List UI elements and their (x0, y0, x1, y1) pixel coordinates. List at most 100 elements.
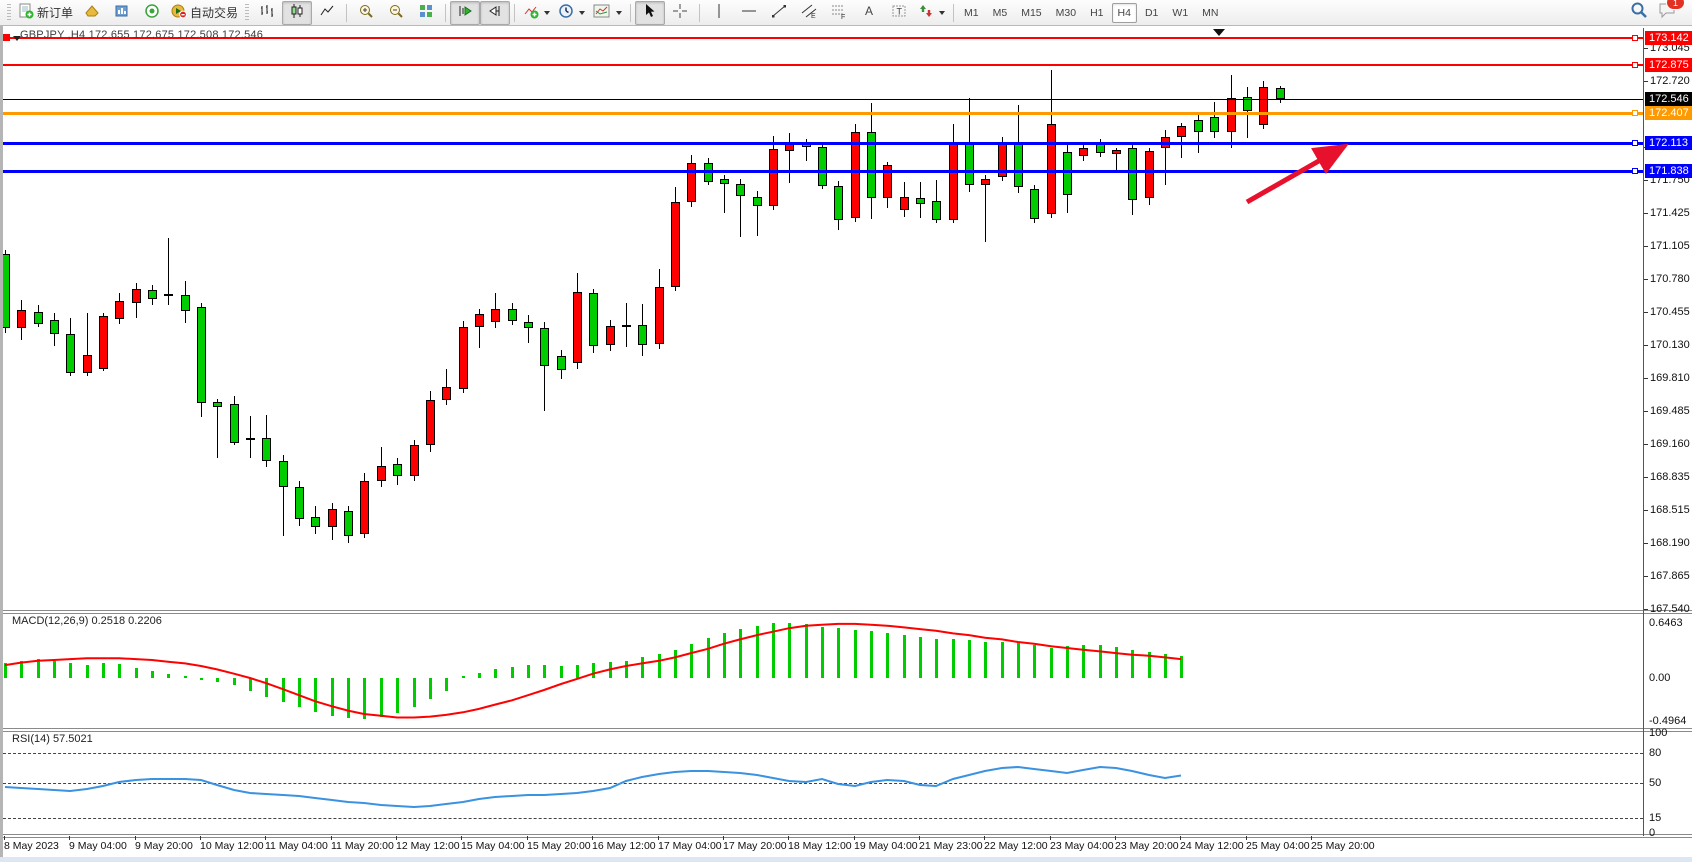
fibonacci-letter: F (841, 14, 845, 19)
candle (834, 186, 843, 220)
candle (589, 293, 598, 346)
chart-shift-button[interactable] (480, 0, 511, 25)
candle (557, 356, 566, 370)
trendline-tool-button[interactable] (764, 1, 794, 25)
profiles-icon (114, 3, 130, 22)
auto-scroll-button[interactable] (450, 0, 481, 25)
macd-histogram-bar (86, 665, 89, 678)
candle (655, 287, 664, 344)
time-label: 25 May 20:00 (1311, 840, 1375, 852)
timeframe-button-h4[interactable]: H4 (1111, 2, 1137, 23)
zoom-in-button[interactable] (351, 1, 381, 25)
time-label: 16 May 12:00 (592, 840, 656, 852)
label-tool-button[interactable]: T (884, 1, 914, 25)
macd-histogram-bar (20, 661, 23, 678)
timeframe-button-mn[interactable]: MN (1202, 6, 1219, 19)
timeframe-button-w1[interactable]: W1 (1172, 6, 1189, 19)
time-label: 23 May 04:00 (1050, 840, 1114, 852)
candlestick-chart-button[interactable] (282, 0, 313, 25)
templates-button[interactable] (589, 1, 626, 25)
hline-handle[interactable] (1632, 62, 1638, 68)
horizontal-line-tool-button[interactable] (734, 1, 764, 25)
time-tick (919, 836, 920, 840)
chart-window-button[interactable] (77, 1, 107, 25)
crosshair-tool-button[interactable] (665, 1, 695, 25)
macd-histogram-bar (4, 663, 7, 678)
auto-trading-button[interactable]: 自动交易 (167, 1, 242, 25)
macd-histogram-bar (772, 623, 775, 678)
one-click-trading-caret[interactable] (13, 36, 21, 41)
horizontal-line-object[interactable] (3, 170, 1643, 173)
pane-separator[interactable] (0, 610, 1692, 611)
candle (900, 197, 909, 210)
price-badge: 171.838 (1645, 164, 1692, 178)
time-tick (527, 836, 528, 840)
timeframe-button-m30[interactable]: M30 (1055, 6, 1077, 19)
candle (932, 201, 941, 220)
bar-chart-button[interactable] (252, 1, 282, 25)
zoom-out-button[interactable] (381, 1, 411, 25)
time-tick (331, 836, 332, 840)
timeframe-button-m1[interactable]: M1 (964, 6, 979, 19)
macd-histogram-bar (1001, 642, 1004, 678)
candle (377, 466, 386, 481)
periods-button[interactable] (554, 1, 589, 25)
gold-window-icon (84, 3, 100, 22)
line-chart-button[interactable] (312, 1, 342, 25)
notifications-button[interactable]: 1 (1658, 0, 1685, 24)
candle (475, 314, 484, 327)
arrows-tool-button[interactable] (914, 1, 949, 25)
cursor-tool-button[interactable] (635, 0, 666, 25)
arrows-tool-icon (918, 3, 934, 22)
fibonacci-tool-button[interactable]: F (824, 1, 854, 25)
timeframe-button-d1[interactable]: D1 (1144, 6, 1159, 19)
profiles-button[interactable] (107, 1, 137, 25)
hline-handle[interactable] (1632, 140, 1638, 146)
toolbar-grip[interactable] (245, 3, 250, 22)
macd-histogram-bar (1033, 645, 1036, 678)
pane-separator[interactable] (0, 613, 1692, 614)
chart-window[interactable] (0, 26, 1692, 862)
time-tick (1311, 836, 1312, 840)
pane-separator[interactable] (0, 731, 1692, 732)
horizontal-line-object[interactable] (3, 37, 1643, 39)
macd-histogram-bar (200, 678, 203, 680)
hline-handle[interactable] (1632, 35, 1638, 41)
timeframe-button-m15[interactable]: M15 (1021, 6, 1042, 19)
macd-histogram-bar (135, 668, 138, 678)
toolbar-grip[interactable] (7, 3, 11, 22)
channel-tool-button[interactable]: E (794, 1, 824, 25)
price-tick-label: 168.515 (1644, 504, 1690, 516)
pane-separator[interactable] (0, 834, 1692, 835)
macd-histogram-bar (249, 678, 252, 691)
macd-histogram-bar (952, 639, 955, 678)
price-tick-label: 171.425 (1644, 207, 1690, 219)
candle-wick (740, 179, 741, 237)
hline-handle[interactable] (1632, 110, 1638, 116)
candle (1112, 150, 1121, 154)
time-label: 11 May 20:00 (331, 840, 394, 852)
horizontal-line-object[interactable] (3, 142, 1643, 145)
tile-windows-button[interactable] (411, 1, 441, 25)
time-tick (592, 836, 593, 840)
hline-left-handle[interactable] (3, 34, 10, 41)
search-button[interactable] (1630, 1, 1648, 24)
pane-separator[interactable] (0, 837, 1692, 838)
timeframe-button-h1[interactable]: H1 (1090, 6, 1104, 19)
chart-shift-marker[interactable] (1213, 29, 1225, 36)
current-price-line[interactable] (3, 99, 1643, 100)
timeframe-button-m5[interactable]: M5 (992, 6, 1008, 19)
hline-handle[interactable] (1632, 168, 1638, 174)
candle (622, 325, 631, 327)
horizontal-line-object[interactable] (3, 112, 1643, 115)
candle (459, 327, 468, 389)
indicators-button[interactable] (519, 1, 554, 25)
text-tool-button[interactable]: A (854, 1, 884, 25)
pane-separator[interactable] (0, 728, 1692, 729)
new-order-button[interactable]: 新订单 (14, 1, 77, 25)
alerts-button[interactable] (137, 1, 167, 25)
vertical-line-tool-button[interactable] (704, 1, 734, 25)
horizontal-line-object[interactable] (3, 64, 1643, 66)
macd-histogram-bar (984, 642, 987, 678)
candle (181, 295, 190, 311)
